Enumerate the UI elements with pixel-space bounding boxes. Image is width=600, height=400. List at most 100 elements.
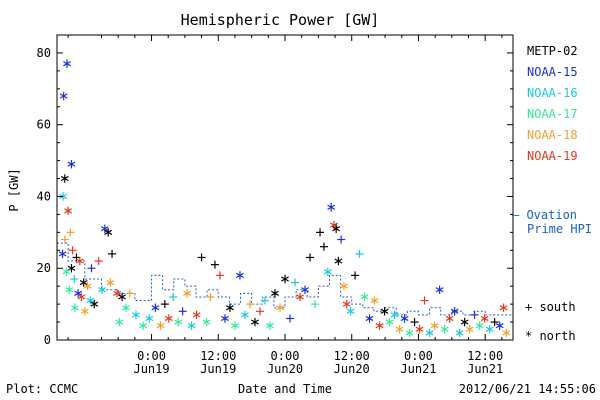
south-point [72,253,81,262]
north-point-stroke [60,175,69,182]
marker-legend-entry: * north [525,329,576,343]
north-point [231,321,239,330]
south-point [255,307,264,316]
x-tick-time-label: 12:00 [334,349,370,363]
north-point [118,292,127,302]
north-point-stroke [375,323,384,329]
north-point-stroke [65,287,74,293]
north-point-stroke [156,323,165,329]
y-tick-label: 40 [37,189,51,203]
north-point [327,203,336,212]
north-point-stroke [70,305,79,311]
north-point [192,310,201,320]
x-tick-time-label: 0:00 [137,349,166,363]
x-tick-time-label: 0:00 [271,349,300,363]
north-point [64,206,73,216]
south-point [66,228,75,237]
north-point-stroke [450,308,459,314]
north-point [80,307,89,316]
north-point-stroke [346,308,355,314]
north-point [450,307,459,316]
south-point [215,271,224,280]
south-point [291,278,300,287]
north-point-stroke [440,326,449,332]
north-point [296,292,304,302]
north-point-stroke [485,326,494,332]
legend-entry: NOAA-19 [527,149,578,163]
x-axis-label: Date and Time [238,382,332,396]
x-tick-date-label: Jun20 [334,362,370,376]
chart-title: Hemispheric Power [GW] [181,11,380,29]
south-point [125,289,134,298]
north-point [480,314,489,323]
north-point [460,317,469,327]
north-point-stroke [390,312,399,318]
north-point [63,59,71,68]
north-point-stroke [380,308,389,314]
south-point [286,314,295,323]
south-point [87,264,96,273]
south-point [178,307,187,316]
legend-layer: METP-02 NOAA-15 NOAA-16 NOAA-17 NOAA-18 NOAA-… [512,44,592,343]
north-point [271,289,279,298]
north-point [221,314,229,323]
north-point [156,321,165,330]
north-point [132,310,140,320]
north-point [266,321,274,330]
north-point-stroke [221,315,229,322]
north-point-stroke [342,301,351,307]
north-point [380,307,389,316]
south-point [355,249,364,258]
north-point [499,303,508,312]
north-point [276,303,284,312]
ovation-hpi-line [57,242,513,316]
north-point [251,317,259,327]
north-point [139,321,148,330]
north-point [385,317,394,327]
north-point-stroke [327,204,336,210]
north-point-stroke [100,226,109,232]
footer-left: Plot: CCMC [6,382,78,396]
north-point-stroke [192,312,201,318]
north-point-stroke [241,312,249,318]
south-point [420,296,429,305]
north-point-stroke [118,294,127,300]
south-point [70,275,79,283]
north-point-stroke [475,323,484,329]
north-point [440,325,449,334]
north-point [74,289,83,298]
south-point [245,300,254,309]
north-point [340,281,348,291]
north-point-stroke [145,315,154,322]
plot-frame [56,34,514,341]
south-point [68,246,77,255]
north-point [113,289,121,298]
north-point-stroke [445,315,454,322]
x-tick-date-label: Jun19 [200,362,236,376]
north-point-stroke [202,319,211,325]
y-tick-label: 0 [44,333,51,347]
north-point [62,267,71,277]
x-tick-time-label: 0:00 [404,349,433,363]
north-point [79,278,88,287]
north-point [370,296,379,305]
south-point [319,242,328,251]
north-point [495,321,504,330]
north-point-stroke [104,229,113,235]
north-point-stroke [296,294,304,300]
north-point-stroke [340,283,348,289]
north-point [83,281,92,291]
north-point-stroke [122,305,130,311]
north-point-stroke [79,279,88,286]
north-point [145,314,154,323]
north-point-stroke [115,319,124,325]
south-point [94,257,103,266]
north-point [425,328,434,338]
north-point-stroke [59,93,68,99]
north-point [104,228,113,237]
north-point [59,192,68,201]
north-point [346,307,355,316]
north-point-stroke [251,319,259,325]
north-point-stroke [502,330,511,336]
